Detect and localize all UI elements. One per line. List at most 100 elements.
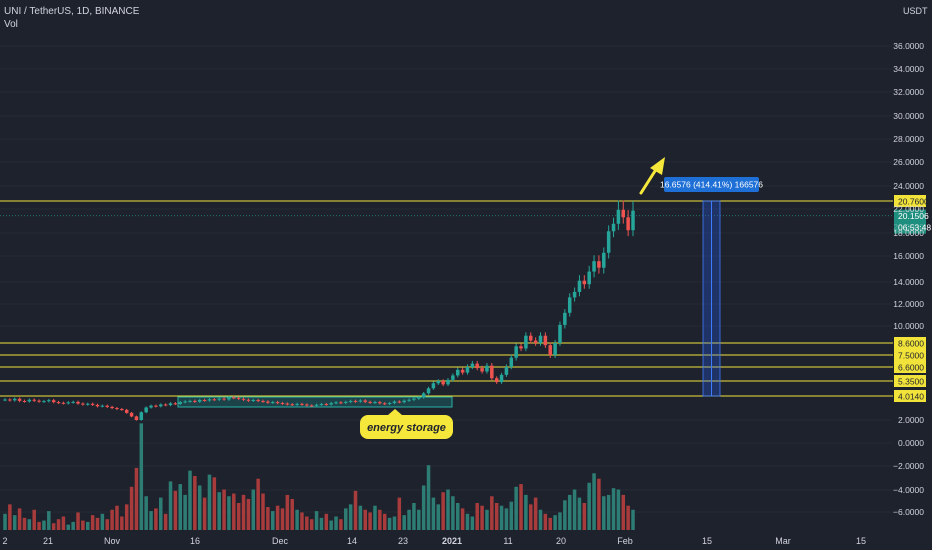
volume-bar: [95, 517, 100, 530]
candle-body: [485, 365, 489, 372]
volume-bar: [524, 494, 528, 530]
candle-body: [227, 397, 231, 400]
candle-body: [626, 217, 630, 231]
y-tick-label: −2.0000: [893, 461, 924, 471]
volume-bar: [47, 511, 51, 530]
volume-bar: [548, 517, 552, 530]
candle-body: [417, 397, 421, 399]
level-price-label: 7.5000: [898, 351, 924, 361]
volume-bar: [363, 509, 368, 530]
candle-body: [285, 403, 290, 405]
volume-bar: [86, 521, 90, 530]
volume-bar: [90, 515, 95, 530]
candle-body: [71, 401, 75, 403]
candle-body: [572, 291, 577, 298]
volume-bar: [587, 482, 591, 530]
candle-body: [124, 409, 129, 413]
candle-body: [509, 357, 514, 367]
volume-bar: [353, 490, 358, 530]
candle-body: [212, 399, 217, 401]
volume-bar: [519, 484, 523, 530]
candle-body: [110, 406, 114, 409]
candle-body: [538, 335, 543, 343]
volume-bar: [582, 503, 587, 530]
volume-bar: [509, 501, 514, 530]
x-tick-label: 23: [398, 536, 408, 546]
candle-body: [373, 402, 377, 404]
volume-bar: [348, 504, 353, 530]
axes: 36.0000 34.0000 32.0000 30.0000 28.0000 26.00…: [2, 41, 924, 546]
candle-body: [139, 412, 144, 420]
x-tick-label: 15: [856, 536, 866, 546]
candle-body: [602, 252, 606, 268]
volume-bar: [56, 519, 61, 530]
candle-body: [144, 407, 148, 413]
candle-body: [314, 404, 319, 406]
volume-bar: [8, 504, 12, 530]
candle-body: [305, 404, 309, 406]
volume-bar: [494, 503, 499, 530]
volume-bar: [139, 423, 144, 530]
volume-indicator-label[interactable]: Vol: [4, 19, 18, 30]
candle-body: [37, 400, 41, 402]
volume-bar: [178, 484, 183, 530]
volume-bar: [387, 517, 392, 530]
volume-bar: [290, 498, 294, 530]
volume-bar: [314, 511, 319, 530]
volume-bar: [129, 486, 134, 530]
volume-bar: [154, 508, 158, 530]
volume-bar: [368, 512, 372, 530]
x-tick-label: 11: [503, 536, 512, 546]
callout-pointer: [388, 409, 402, 415]
consolidation-box[interactable]: [177, 396, 453, 408]
volume-bar: [124, 504, 129, 530]
volume-bar: [465, 513, 470, 530]
candle-body: [115, 408, 119, 410]
candle-body: [266, 401, 270, 403]
candle-body: [533, 340, 538, 343]
candle-body: [76, 401, 80, 404]
candle-body: [246, 399, 251, 401]
volume-bar: [485, 509, 489, 530]
candle-body: [426, 388, 431, 394]
volume-bar: [626, 505, 630, 530]
level-price-badge: [894, 349, 926, 361]
candles: [3, 200, 635, 421]
volume-bar: [470, 516, 475, 530]
symbol-title[interactable]: UNI / TetherUS, 1D, BINANCE: [4, 6, 140, 17]
volume-bar: [159, 497, 163, 530]
volume-bar: [71, 521, 75, 530]
candle-body: [334, 402, 338, 404]
measure-label-box[interactable]: [664, 177, 759, 192]
y-tick-label: 22.0000: [893, 204, 924, 214]
volume-bar: [319, 517, 324, 530]
level-price-badge: [894, 337, 926, 349]
candle-body: [120, 409, 124, 411]
candle-body: [8, 399, 12, 401]
candle-body: [358, 400, 363, 402]
candle-body: [17, 398, 22, 401]
level-price-badge: [894, 361, 926, 373]
volume-bar: [266, 507, 270, 530]
volume-bar: [431, 497, 436, 530]
candle-body: [577, 280, 582, 292]
volume-bar: [334, 516, 338, 530]
level-price-label: 4.0140: [898, 392, 924, 402]
y-tick-label: 20.0000: [893, 222, 924, 232]
candle-body: [494, 378, 499, 383]
volume-bar: [241, 494, 246, 530]
candle-body: [616, 209, 621, 224]
candle-body: [558, 324, 562, 343]
annotations[interactable]: energy storage 16.6576 (414.41%) 166576: [177, 157, 763, 439]
candle-body: [480, 368, 484, 372]
candle-body: [22, 400, 27, 402]
volume-bar: [567, 494, 572, 530]
candle-body: [378, 402, 382, 404]
y-tick-label: 34.0000: [893, 64, 924, 74]
volume-bar: [173, 490, 178, 530]
volume-bar: [61, 516, 66, 530]
candle-body: [421, 393, 426, 398]
callout-bubble[interactable]: [360, 415, 453, 439]
candle-body: [504, 367, 509, 375]
